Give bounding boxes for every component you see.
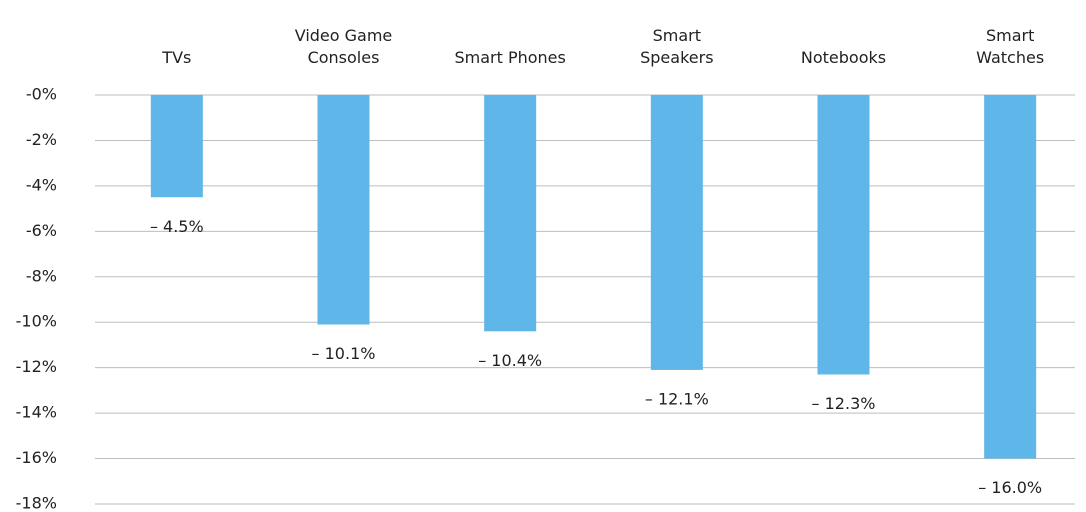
y-tick-label: -2% xyxy=(26,130,57,149)
data-label: – 10.1% xyxy=(312,344,376,363)
bar xyxy=(150,95,203,198)
x-tick-label: TVs xyxy=(162,48,192,67)
bar xyxy=(817,95,870,375)
bar xyxy=(317,95,370,325)
data-label: – 16.0% xyxy=(978,478,1042,497)
y-tick-label: -0% xyxy=(26,85,57,104)
x-tick-label: Notebooks xyxy=(800,48,887,67)
bar xyxy=(650,95,703,370)
data-label: – 10.4% xyxy=(478,351,542,370)
x-tick-label: Smart Speakers xyxy=(640,26,714,67)
y-tick-label: -6% xyxy=(26,221,57,240)
x-tick-label: Smart Watches xyxy=(976,26,1045,67)
y-tick-label: -14% xyxy=(16,403,57,422)
data-label: – 4.5% xyxy=(150,217,204,236)
x-tick-label: Video Game Consoles xyxy=(294,26,393,67)
bar xyxy=(484,95,537,332)
y-tick-label: -18% xyxy=(16,494,57,512)
data-label: – 12.3% xyxy=(812,394,876,413)
y-tick-label: -4% xyxy=(26,175,57,194)
data-label: – 12.1% xyxy=(645,389,709,408)
bar xyxy=(984,95,1037,459)
y-tick-label: -10% xyxy=(16,312,57,331)
x-tick-label: Smart Phones xyxy=(454,48,566,67)
y-tick-label: -12% xyxy=(16,357,57,376)
y-tick-label: -16% xyxy=(16,448,57,467)
y-tick-label: -8% xyxy=(26,266,57,285)
